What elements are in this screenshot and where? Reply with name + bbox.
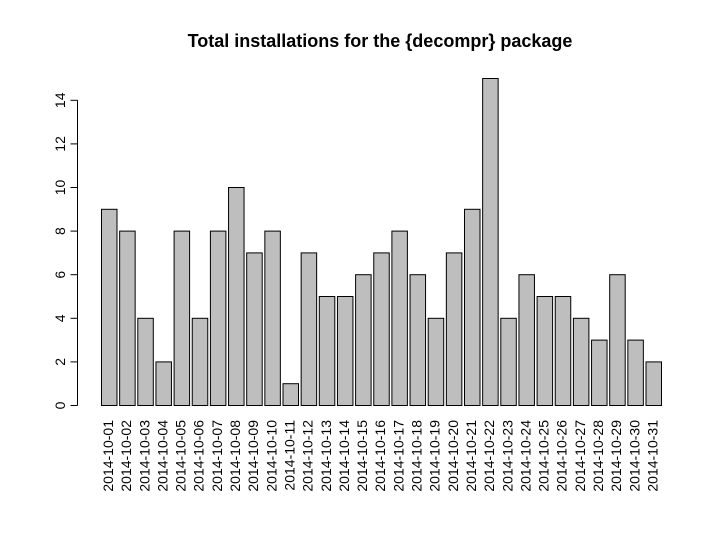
y-tick-label: 0 (52, 401, 68, 409)
x-tick-label: 2014-10-28 (590, 420, 606, 492)
x-tick-label: 2014-10-24 (517, 420, 533, 492)
bar-2014-10-27 (572, 317, 590, 406)
bar-2014-10-02 (119, 230, 136, 406)
bar-2014-10-09 (246, 252, 263, 406)
bar-2014-10-03 (137, 317, 154, 406)
x-tick-label: 2014-10-31 (644, 420, 660, 492)
x-tick-label: 2014-10-22 (481, 420, 497, 492)
y-tick-label: 6 (52, 271, 68, 279)
x-tick-label: 2014-10-16 (372, 420, 388, 492)
bar-2014-10-30 (627, 339, 644, 407)
y-tick-label: 4 (52, 314, 68, 322)
x-tick-label: 2014-10-02 (118, 420, 134, 492)
x-tick-label: 2014-10-15 (354, 420, 370, 492)
bars-group (101, 78, 662, 407)
bar-2014-10-10 (264, 230, 281, 406)
x-tick-label: 2014-10-21 (463, 420, 479, 492)
bar-2014-10-04 (155, 361, 172, 406)
bar-2014-10-08 (228, 187, 245, 406)
x-tick-label: 2014-10-04 (154, 420, 170, 492)
bar-2014-10-19 (427, 317, 445, 406)
bar-2014-10-20 (445, 252, 463, 406)
y-tick-label: 8 (52, 227, 68, 235)
y-tick-label: 2 (52, 358, 68, 366)
x-tick-label: 2014-10-17 (390, 420, 406, 492)
x-tick-label: 2014-10-25 (536, 420, 552, 492)
bar-2014-10-29 (609, 274, 626, 407)
bar-2014-10-21 (464, 208, 481, 406)
x-tick-label: 2014-10-26 (554, 420, 570, 492)
bar-2014-10-16 (373, 252, 390, 406)
x-tick-label: 2014-10-30 (626, 420, 642, 492)
x-tick-label: 2014-10-29 (608, 420, 624, 492)
bar-2014-10-14 (336, 296, 354, 406)
x-tick-label: 2014-10-11 (281, 420, 297, 491)
bar-2014-10-06 (191, 317, 209, 406)
bar-2014-10-18 (409, 274, 427, 407)
bar-2014-10-31 (645, 361, 662, 406)
bar-2014-10-11 (282, 383, 299, 407)
x-tick-label: 2014-10-20 (445, 420, 461, 492)
x-tick-label: 2014-10-05 (173, 420, 189, 492)
bar-2014-10-15 (355, 274, 372, 407)
chart-title: Total installations for the {decompr} pa… (188, 31, 573, 51)
x-tick-label: 2014-10-07 (209, 420, 225, 492)
y-axis: 0 2 4 6 8 10 12 14 (52, 92, 78, 409)
x-tick-label: 2014-10-19 (427, 420, 443, 492)
x-tick-label: 2014-10-13 (318, 420, 334, 492)
bar-2014-10-12 (300, 252, 318, 406)
x-tick-label: 2014-10-08 (227, 420, 243, 492)
bar-2014-10-13 (318, 296, 336, 406)
x-tick-label: 2014-10-06 (191, 420, 207, 492)
x-axis-labels: 2014-10-01 2014-10-02 2014-10-03 2014-10-04… (100, 420, 661, 492)
y-tick-label: 12 (52, 136, 68, 152)
x-tick-label: 2014-10-10 (263, 420, 279, 492)
bar-2014-10-23 (500, 317, 517, 406)
y-tick-label: 10 (52, 180, 68, 196)
x-tick-label: 2014-10-03 (136, 420, 152, 492)
x-tick-label: 2014-10-09 (245, 420, 261, 492)
bar-2014-10-17 (391, 230, 408, 406)
x-tick-label: 2014-10-27 (572, 420, 588, 492)
bar-2014-10-22 (482, 78, 499, 406)
bar-2014-10-05 (173, 230, 191, 406)
bar-2014-10-01 (101, 208, 118, 406)
x-tick-label: 2014-10-14 (336, 420, 352, 492)
bar-2014-10-25 (536, 296, 554, 406)
x-tick-label: 2014-10-12 (300, 420, 316, 492)
bar-2014-10-07 (209, 230, 227, 406)
x-tick-label: 2014-10-23 (499, 420, 515, 492)
x-tick-label: 2014-10-01 (100, 420, 116, 492)
x-tick-label: 2014-10-18 (409, 420, 425, 492)
bar-2014-10-28 (591, 339, 608, 407)
bar-2014-10-26 (554, 296, 572, 406)
y-tick-label: 14 (52, 92, 68, 108)
bar-2014-10-24 (518, 274, 535, 407)
